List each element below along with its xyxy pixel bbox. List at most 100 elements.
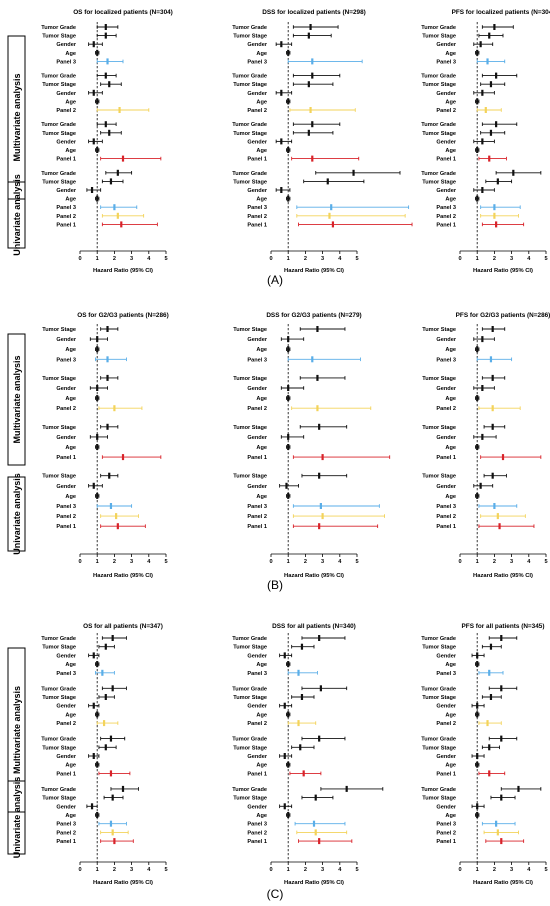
- hr-point: [331, 221, 335, 228]
- hr-point: [287, 346, 290, 353]
- hr-point: [104, 24, 107, 30]
- x-tick-label: 5: [544, 867, 547, 873]
- row-label: Age: [445, 494, 456, 500]
- hr-point: [287, 444, 290, 450]
- x-axis-label: Hazard Ratio (95% CI): [93, 880, 153, 886]
- x-tick-label: 3: [321, 559, 324, 565]
- hr-point: [287, 661, 290, 668]
- row-label: Tumor Stage: [422, 179, 456, 185]
- hr-point: [96, 395, 99, 402]
- hr-point: [476, 803, 479, 810]
- hr-point: [484, 107, 487, 113]
- section-label-multivariate-analysis: Multivariate analysis: [12, 686, 22, 774]
- x-tick-label: 4: [527, 867, 531, 873]
- hr-point: [280, 89, 283, 96]
- hr-point: [476, 492, 479, 499]
- row-label: Age: [256, 51, 267, 57]
- row-label: Panel 3: [436, 822, 456, 828]
- hr-point: [280, 187, 283, 193]
- hr-point: [476, 195, 479, 202]
- row-label: Age: [256, 99, 267, 105]
- hr-point: [481, 89, 484, 96]
- x-tick-label: 2: [113, 559, 116, 565]
- hr-point: [280, 138, 283, 145]
- row-label: Tumor Grade: [41, 737, 76, 743]
- x-tick-label: 0: [78, 867, 81, 873]
- row-label: Panel 1: [247, 771, 267, 777]
- row-label: Panel 3: [247, 822, 267, 828]
- row-label: Gender: [247, 139, 267, 145]
- row-label: Age: [445, 148, 456, 154]
- row-label: Panel 2: [56, 721, 76, 727]
- panel-a: Multivariate analysis Univariate analysis…: [7, 9, 550, 287]
- row-label: Tumor Stage: [233, 376, 267, 382]
- row-label: Tumor Stage: [233, 179, 267, 185]
- hr-point: [476, 753, 479, 759]
- hr-point: [297, 720, 300, 727]
- hr-point: [109, 820, 113, 827]
- hr-point: [312, 820, 316, 827]
- row-label: Panel 1: [56, 771, 76, 777]
- hr-point: [96, 433, 99, 440]
- row-label: Gender: [247, 754, 267, 760]
- hr-point: [476, 98, 479, 105]
- row-label: Age: [65, 494, 76, 500]
- hr-point: [491, 405, 494, 412]
- x-tick-label: 1: [287, 256, 290, 262]
- row-label: Age: [445, 99, 456, 105]
- hr-point: [287, 336, 290, 343]
- row-label: Gender: [247, 386, 267, 392]
- hr-point: [106, 58, 109, 65]
- hr-point: [311, 72, 314, 79]
- hr-point: [479, 482, 482, 489]
- hr-point: [311, 58, 314, 65]
- x-tick-label: 1: [476, 256, 479, 262]
- hr-point: [491, 423, 494, 430]
- row-label: Tumor Grade: [421, 25, 456, 31]
- row-label: Tumor Stage: [233, 474, 267, 480]
- hr-point: [311, 155, 314, 162]
- hr-point: [491, 374, 494, 381]
- x-tick-label: 5: [355, 256, 358, 262]
- x-axis-label: Hazard Ratio (95% CI): [473, 573, 533, 579]
- hr-point: [118, 107, 121, 113]
- row-label: Panel 3: [247, 357, 267, 363]
- row-label: Age: [256, 445, 267, 451]
- section-box-univariate-analysis: [7, 181, 26, 249]
- hr-point: [500, 794, 503, 801]
- hr-point: [287, 395, 290, 402]
- row-label: Gender: [247, 188, 267, 194]
- hr-point: [287, 492, 290, 499]
- row-label: Panel 1: [56, 839, 76, 845]
- hr-point: [481, 385, 484, 391]
- row-label: Panel 2: [56, 214, 76, 220]
- x-tick-label: 0: [78, 256, 81, 262]
- row-label: Gender: [247, 42, 267, 48]
- x-tick-label: 2: [304, 559, 307, 565]
- hr-point: [318, 423, 321, 430]
- section-box-multivariate-analysis: [7, 35, 26, 200]
- hr-point: [330, 204, 333, 211]
- hr-point: [106, 423, 109, 430]
- subplot-title: PFS for localized patients (N=304): [452, 9, 550, 16]
- hr-point: [498, 523, 501, 530]
- x-tick-label: 1: [96, 867, 99, 873]
- hr-point: [489, 643, 493, 650]
- row-label: Age: [445, 763, 456, 769]
- row-label: Panel 2: [247, 830, 267, 836]
- row-label: Gender: [436, 139, 456, 145]
- row-label: Gender: [436, 42, 456, 48]
- row-label: Panel 3: [56, 504, 76, 510]
- row-label: Panel 1: [247, 839, 267, 845]
- hr-point: [476, 444, 479, 450]
- hr-point: [489, 694, 493, 700]
- hr-point: [493, 204, 496, 211]
- hr-point: [287, 195, 290, 202]
- hr-point: [496, 178, 499, 185]
- hr-point: [287, 812, 290, 818]
- row-label: Gender: [436, 754, 456, 760]
- hr-point: [287, 98, 290, 105]
- hr-point: [108, 81, 111, 88]
- x-tick-label: 2: [113, 867, 116, 873]
